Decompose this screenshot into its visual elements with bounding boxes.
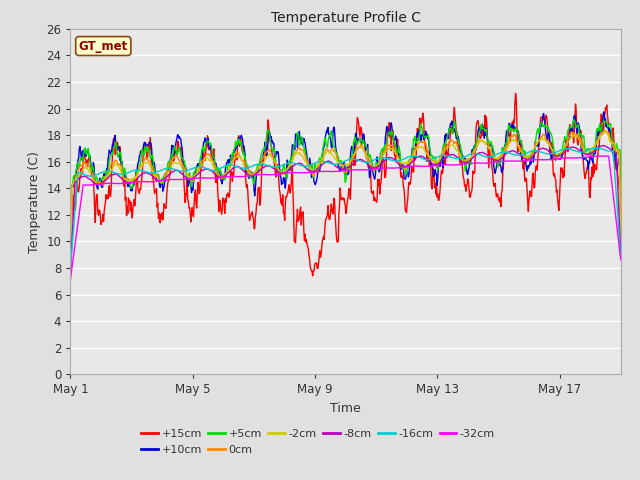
X-axis label: Time: Time [330,402,361,415]
Legend: +15cm, +10cm, +5cm, 0cm, -2cm, -8cm, -16cm, -32cm: +15cm, +10cm, +5cm, 0cm, -2cm, -8cm, -16… [137,425,499,459]
Title: Temperature Profile C: Temperature Profile C [271,11,420,25]
Y-axis label: Temperature (C): Temperature (C) [28,151,41,252]
Text: GT_met: GT_met [79,39,128,52]
